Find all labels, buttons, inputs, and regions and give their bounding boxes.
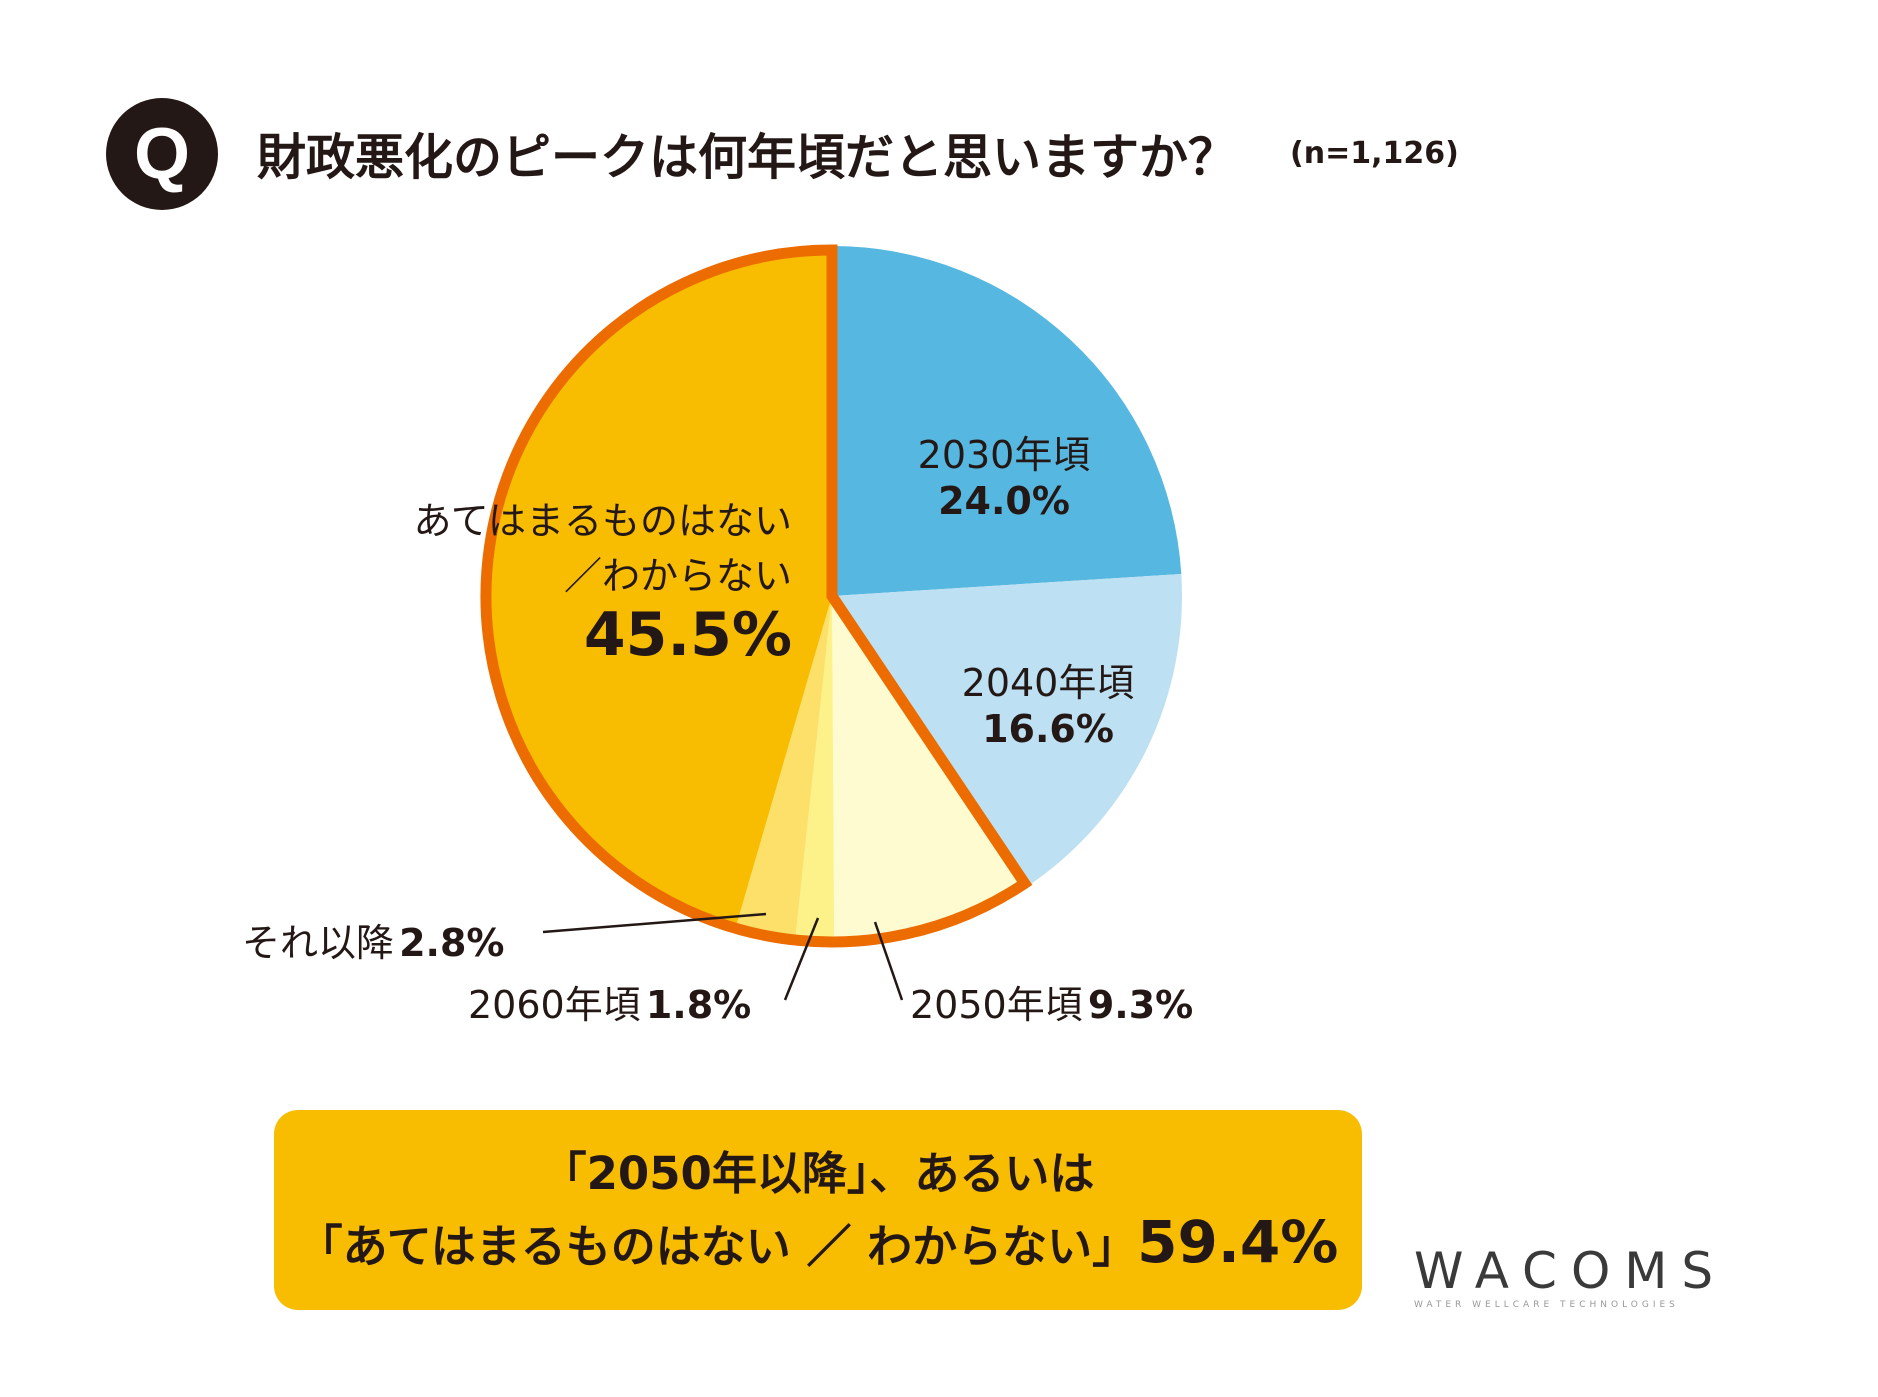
- wacoms-tagline: WATER WELLCARE TECHNOLOGIES: [1414, 1300, 1679, 1310]
- pie-slice-3: [794, 596, 835, 947]
- question-badge: Q: [106, 98, 218, 210]
- question-title: 財政悪化のピークは何年頃だと思いますか？: [257, 129, 1238, 186]
- pie-slice-1: [832, 574, 1182, 887]
- sample-size: (n=1,126): [1290, 136, 1459, 171]
- pie-slice-0: [832, 246, 1182, 596]
- summary-callout: 「2050年以降」、あるいは 「あてはまるものはない ／ わからない」59.4%: [274, 1110, 1362, 1310]
- slice-label-sorekou: それ以降 2.8%: [242, 921, 505, 965]
- pie-slice-2: [832, 596, 1027, 946]
- slice-label-unknown: あてはまるものはない ／わからない 45.5%: [413, 499, 792, 670]
- slice-label-2050: 2050年頃 9.3%: [910, 983, 1194, 1027]
- pie-slice-5: [482, 246, 832, 933]
- leader-line-2060: [783, 917, 820, 1001]
- callout-line-1: 「2050年以降」、あるいは: [541, 1146, 1095, 1200]
- callout-line-2: 「あてはまるものはない ／ わからない」59.4%: [297, 1207, 1339, 1276]
- pie-slice-4: [734, 596, 832, 945]
- slice-label-2040: 2040年頃 16.6%: [961, 661, 1135, 751]
- leader-line-sorekou: [542, 912, 767, 934]
- wacoms-logo: WACOMS: [1414, 1242, 1728, 1300]
- highlight-outline: [480, 244, 1033, 948]
- slice-label-2060: 2060年頃 1.8%: [468, 983, 752, 1027]
- leader-line-2050: [873, 921, 904, 1001]
- slice-label-2030: 2030年頃 24.0%: [917, 433, 1091, 523]
